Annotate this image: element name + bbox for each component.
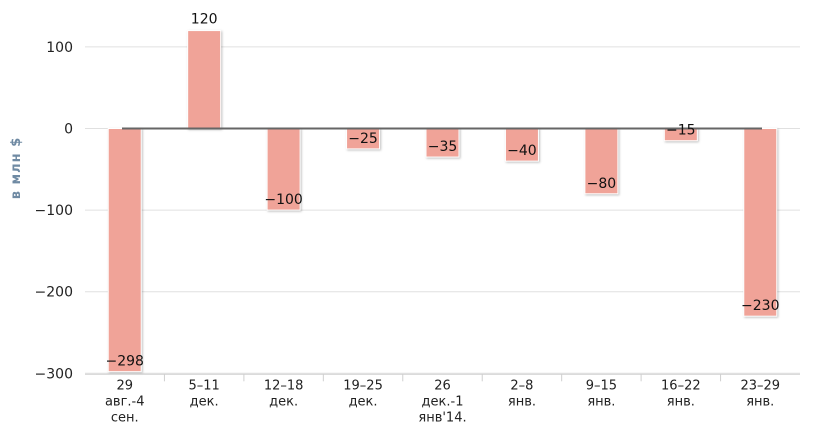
bar bbox=[743, 128, 778, 317]
x-axis: 29 авг.-4 сен.5–11 дек.12–18 дек.19–25 дек.26… bbox=[85, 373, 800, 425]
x-tick-label-line: дек. bbox=[349, 394, 378, 409]
data-label: −298 bbox=[105, 354, 143, 370]
x-tick-label: 16–22 янв. bbox=[661, 378, 701, 409]
x-tick-label-line: 9–15 bbox=[586, 378, 617, 393]
x-tick-label: 26 дек.-1 янв'14. bbox=[418, 378, 466, 425]
x-tick-label-line: 16–22 bbox=[661, 378, 701, 393]
y-axis-label: в млн $ bbox=[9, 137, 24, 199]
y-axis-ticks: 100 0 −100 −200 −300 bbox=[35, 40, 73, 382]
x-tick-label-line: 29 bbox=[116, 378, 133, 393]
x-tick-label-line: сен. bbox=[111, 410, 139, 425]
x-tick-label-line: янв. bbox=[667, 394, 695, 409]
bars bbox=[107, 30, 778, 373]
x-tick-label-line: 5–11 bbox=[189, 378, 220, 393]
x-tick-label: 23–29 янв. bbox=[740, 378, 780, 409]
data-label: −40 bbox=[507, 143, 537, 159]
x-tick-label-line: дек.-1 bbox=[422, 394, 464, 409]
y-tick-label: 0 bbox=[64, 122, 73, 138]
x-tick-label: 12–18 дек. bbox=[264, 378, 304, 409]
y-tick-label: −100 bbox=[35, 203, 73, 219]
x-tick-label-line: дек. bbox=[269, 394, 298, 409]
data-label: −35 bbox=[428, 139, 458, 155]
y-tick-label: 100 bbox=[46, 40, 73, 56]
x-tick-label-line: 19–25 bbox=[343, 378, 383, 393]
x-tick-label: 9–15 янв. bbox=[586, 378, 617, 409]
bar bbox=[425, 128, 460, 158]
x-tick-label-line: авг.-4 bbox=[105, 394, 145, 409]
x-tick-label-line: 2–8 bbox=[510, 378, 533, 393]
bar bbox=[504, 128, 539, 162]
x-tick-label-line: 12–18 bbox=[264, 378, 304, 393]
x-tick-label-line: янв. bbox=[508, 394, 536, 409]
data-label: −15 bbox=[666, 123, 696, 139]
x-tick-label-line: дек. bbox=[190, 394, 219, 409]
data-label: −230 bbox=[741, 298, 779, 314]
x-tick-label-line: янв. bbox=[587, 394, 615, 409]
bar bbox=[266, 128, 301, 211]
y-tick-label: −200 bbox=[35, 285, 73, 301]
data-label: −25 bbox=[348, 131, 378, 147]
x-tick-label: 2–8 янв. bbox=[508, 378, 536, 409]
x-tick-label-line: янв. bbox=[746, 394, 774, 409]
data-label: −80 bbox=[587, 176, 617, 192]
x-tick-label-line: янв'14. bbox=[418, 410, 466, 425]
data-labels: −298 120 −100 −25 −35 −40 −80 −15 −230 bbox=[105, 12, 779, 370]
x-tick-label: 29 авг.-4 сен. bbox=[105, 378, 145, 425]
x-tick-label-line: 26 bbox=[434, 378, 451, 393]
x-tick-label-line: 23–29 bbox=[740, 378, 780, 393]
data-label: −100 bbox=[264, 192, 302, 208]
data-label: 120 bbox=[191, 12, 218, 28]
x-tick-label: 5–11 дек. bbox=[189, 378, 220, 409]
x-tick-label: 19–25 дек. bbox=[343, 378, 383, 409]
bar bbox=[107, 128, 142, 373]
y-tick-label: −300 bbox=[35, 366, 73, 382]
bar bbox=[187, 30, 222, 129]
